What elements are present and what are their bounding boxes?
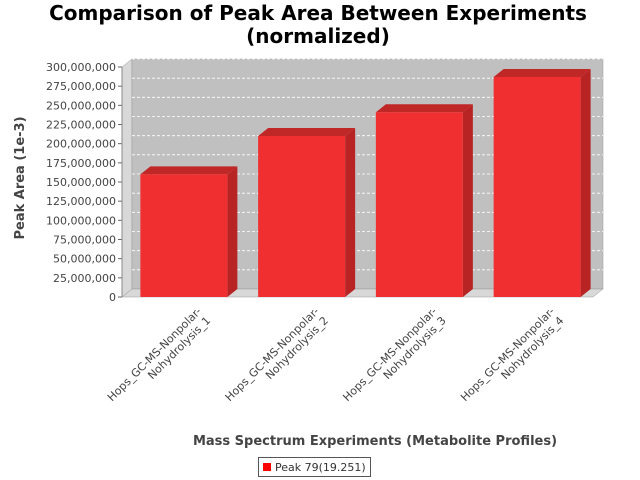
y-tick-label: 125,000,000 [46,195,116,208]
y-tick-label: 50,000,000 [53,253,116,266]
x-tick-label-line: Hops_GC-MS-Nonpolar- [458,305,557,404]
x-tick-label: Hops_GC-MS-Nonpolar-Nohydrolysis_4 [458,305,566,413]
bar-side [580,68,591,297]
x-axis-label: Mass Spectrum Experiments (Metabolite Pr… [193,434,557,449]
legend-series-label: Peak 79(19.251) [275,460,366,474]
bars [140,68,591,297]
bar-top [140,166,238,175]
bar [493,68,591,297]
bar [375,104,473,297]
y-tick-label: 250,000,000 [46,99,116,112]
bar-top [258,128,356,136]
chart-title-line-1: Comparison of Peak Area Between Experime… [49,1,587,25]
bar-side [462,104,473,297]
x-axis-ticks: Hops_GC-MS-Nonpolar-Nohydrolysis_1 Hops_G… [105,305,566,413]
plot-side-wall [121,58,133,298]
y-tick-label: 275,000,000 [46,80,116,93]
y-tick-label: 0 [109,291,116,304]
x-tick-label-line: Hops_GC-MS-Nonpolar- [340,305,439,404]
y-tick-label: 100,000,000 [46,214,116,227]
y-tick-label: 150,000,000 [46,176,116,189]
y-tick-label: 200,000,000 [46,138,116,151]
y-tick-label: 300,000,000 [46,61,116,74]
bar [258,128,356,297]
bar-side [227,166,238,297]
y-axis-label: Peak Area (1e-3) [13,116,28,239]
y-tick-label: 75,000,000 [53,234,116,247]
x-tick-label-line: Hops_GC-MS-Nonpolar- [105,305,204,404]
y-axis-ticks: 0 25,000,000 50,000,000 75,000,000 100,000,0… [46,61,123,304]
x-tick-label-line: Hops_GC-MS-Nonpolar- [223,305,322,404]
legend-swatch [263,463,271,471]
y-tick-label: 25,000,000 [53,272,116,285]
bar-front [375,112,463,297]
bar-front [140,174,228,297]
y-tick-label: 225,000,000 [46,119,116,132]
x-tick-label: Hops_GC-MS-Nonpolar-Nohydrolysis_1 [105,305,213,413]
bar-side [345,128,356,297]
bar-front [258,136,346,297]
chart-title-line-2: (normalized) [246,24,390,48]
bar-top [493,68,591,77]
bar [140,166,238,297]
legend: Peak 79(19.251) [258,457,371,477]
x-tick-label: Hops_GC-MS-Nonpolar-Nohydrolysis_2 [223,305,331,413]
bar-top [375,104,473,113]
y-tick-label: 175,000,000 [46,157,116,170]
bar-front [493,76,581,297]
x-tick-label: Hops_GC-MS-Nonpolar-Nohydrolysis_3 [340,305,448,413]
